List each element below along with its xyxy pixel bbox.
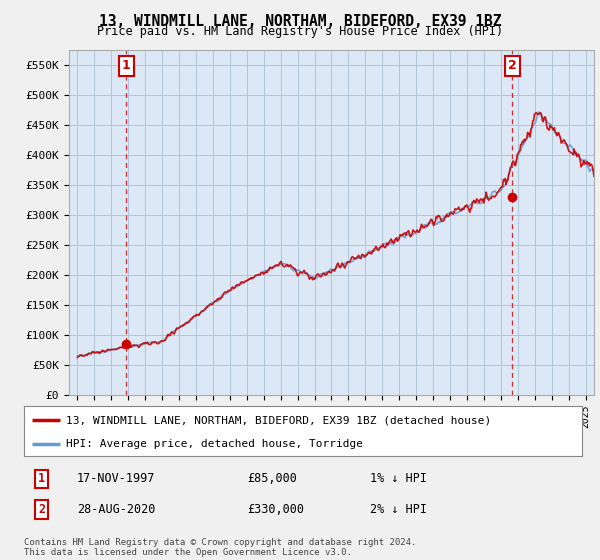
Text: Contains HM Land Registry data © Crown copyright and database right 2024.
This d: Contains HM Land Registry data © Crown c… — [24, 538, 416, 557]
Text: 2% ↓ HPI: 2% ↓ HPI — [370, 503, 427, 516]
Text: HPI: Average price, detached house, Torridge: HPI: Average price, detached house, Torr… — [66, 439, 363, 449]
Text: 2: 2 — [38, 503, 45, 516]
Text: 28-AUG-2020: 28-AUG-2020 — [77, 503, 155, 516]
Text: 1: 1 — [122, 59, 131, 72]
Text: 1: 1 — [38, 473, 45, 486]
Text: £330,000: £330,000 — [247, 503, 304, 516]
Text: 1% ↓ HPI: 1% ↓ HPI — [370, 473, 427, 486]
Text: 13, WINDMILL LANE, NORTHAM, BIDEFORD, EX39 1BZ (detached house): 13, WINDMILL LANE, NORTHAM, BIDEFORD, EX… — [66, 415, 491, 425]
Text: £85,000: £85,000 — [247, 473, 297, 486]
Text: 2: 2 — [508, 59, 517, 72]
Text: Price paid vs. HM Land Registry's House Price Index (HPI): Price paid vs. HM Land Registry's House … — [97, 25, 503, 38]
Text: 17-NOV-1997: 17-NOV-1997 — [77, 473, 155, 486]
Text: 13, WINDMILL LANE, NORTHAM, BIDEFORD, EX39 1BZ: 13, WINDMILL LANE, NORTHAM, BIDEFORD, EX… — [99, 14, 501, 29]
